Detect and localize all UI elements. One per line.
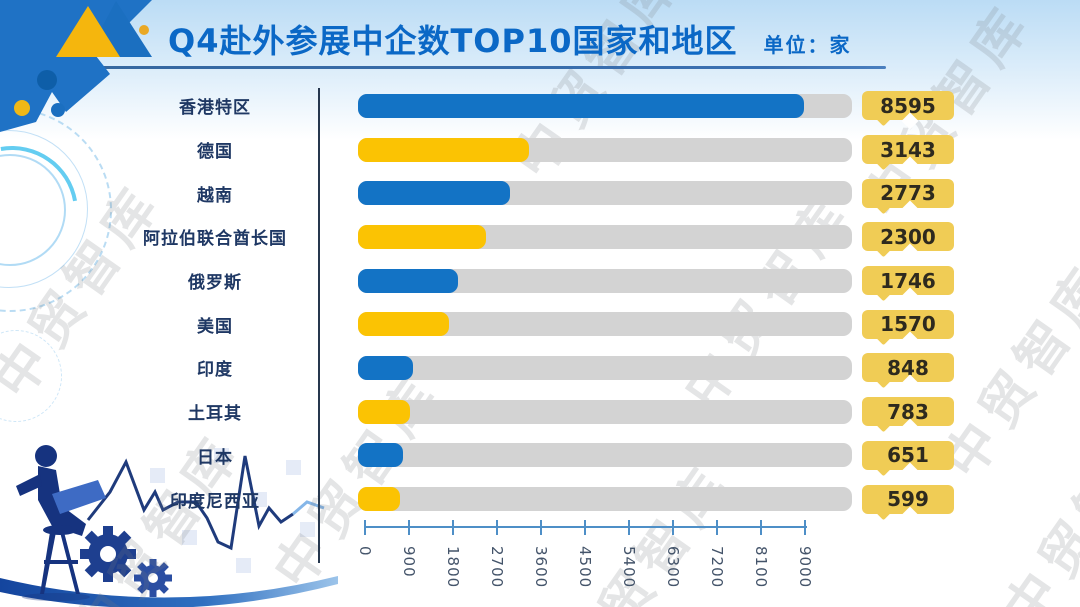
bar bbox=[358, 224, 487, 249]
category-label: 德国 bbox=[197, 142, 233, 163]
x-axis-tick-label: 6300 bbox=[664, 546, 682, 589]
bar-track bbox=[358, 355, 852, 380]
logo-yellow-triangle-icon bbox=[56, 6, 120, 57]
x-axis-tick-label: 900 bbox=[400, 546, 418, 578]
hud-circle-decoration bbox=[0, 330, 62, 422]
category-label: 香港特区 bbox=[179, 98, 251, 119]
chart-row: 土耳其 783 bbox=[100, 390, 980, 436]
x-axis-tick bbox=[452, 520, 454, 535]
chart-row: 越南 2773 bbox=[100, 171, 980, 218]
corner-logo-decoration bbox=[0, 0, 152, 132]
x-axis-tick-label: 9000 bbox=[796, 546, 814, 589]
x-axis-tick-label: 3600 bbox=[532, 546, 550, 589]
yellow-dot-icon bbox=[139, 25, 149, 35]
bar-track bbox=[358, 224, 852, 249]
chart-row: 香港特区 8595 bbox=[100, 84, 980, 130]
value-callout: 8595 bbox=[862, 91, 954, 130]
category-label: 印度 bbox=[197, 360, 233, 381]
chart-row: 日本 651 bbox=[100, 434, 980, 480]
header: Q4赴外参展中企数TOP10国家和地区 单位：家 bbox=[168, 16, 852, 62]
value-callout: 2300 bbox=[862, 222, 954, 261]
value-callout: 3143 bbox=[862, 135, 954, 174]
value-callout: 651 bbox=[862, 440, 954, 480]
pulse-line-icon bbox=[86, 455, 294, 551]
yellow-dot-icon bbox=[14, 100, 30, 116]
x-axis-tick-label: 4500 bbox=[576, 546, 594, 589]
chart-row: 德国 3143 bbox=[100, 128, 980, 174]
value-callout: 1570 bbox=[862, 309, 954, 349]
bar-track bbox=[358, 268, 852, 293]
bar-track bbox=[358, 181, 852, 206]
category-label: 日本 bbox=[197, 447, 233, 468]
x-axis-tick-label: 7200 bbox=[708, 546, 726, 589]
swoosh-decoration bbox=[0, 576, 338, 607]
bar bbox=[358, 487, 401, 512]
blue-drop-icon bbox=[37, 70, 57, 90]
bar-track bbox=[358, 93, 852, 118]
x-axis-tick-label: 2700 bbox=[488, 546, 506, 589]
category-label: 美国 bbox=[197, 316, 233, 337]
hud-circle-decoration bbox=[0, 130, 88, 288]
x-axis-tick-label: 8100 bbox=[752, 546, 770, 589]
value-callout: 1746 bbox=[862, 266, 954, 305]
category-label: 阿拉伯联合酋长国 bbox=[143, 229, 287, 250]
bar-track bbox=[358, 399, 852, 424]
bar bbox=[358, 399, 410, 424]
bar bbox=[358, 268, 459, 293]
category-axis-line bbox=[318, 88, 320, 563]
bar-chart: 香港特区 8595 德国 3143 越南 2773 阿拉伯联合酋长国 2300 俄罗斯 1746 美… bbox=[100, 84, 980, 524]
hud-circle-decoration bbox=[0, 154, 66, 266]
category-label: 俄罗斯 bbox=[188, 273, 242, 294]
value-callout: 599 bbox=[862, 484, 954, 524]
chart-row: 阿拉伯联合酋长国 2300 bbox=[100, 215, 980, 261]
x-axis-tick-label: 0 bbox=[356, 546, 374, 557]
bar bbox=[358, 312, 450, 337]
x-axis-tick bbox=[408, 520, 410, 535]
analyst-illustration bbox=[0, 445, 338, 607]
bar-track bbox=[358, 137, 852, 162]
x-axis-tick bbox=[364, 520, 366, 535]
x-axis-tick bbox=[716, 520, 718, 535]
x-axis-tick-label: 5400 bbox=[620, 546, 638, 589]
x-axis-tick bbox=[672, 520, 674, 535]
grid-squares-decoration bbox=[150, 448, 315, 573]
category-label: 印度尼西亚 bbox=[170, 491, 260, 512]
blue-dot-icon bbox=[51, 103, 65, 117]
bar bbox=[358, 137, 529, 162]
x-axis-line bbox=[365, 526, 807, 528]
gear-icon bbox=[134, 559, 172, 597]
value-callout: 2773 bbox=[862, 178, 954, 218]
unit-label: 单位：家 bbox=[763, 33, 852, 57]
chart-row: 美国 1570 bbox=[100, 302, 980, 349]
bar bbox=[358, 355, 413, 380]
x-axis-tick bbox=[584, 520, 586, 535]
bar bbox=[358, 443, 403, 468]
title-underline bbox=[68, 66, 886, 69]
bar-track bbox=[358, 312, 852, 337]
bar-track bbox=[358, 487, 852, 512]
bar bbox=[358, 181, 511, 206]
bar bbox=[358, 93, 805, 118]
chart-row: 俄罗斯 1746 bbox=[100, 259, 980, 305]
x-axis-tick-label: 1800 bbox=[444, 546, 462, 589]
page-title: Q4赴外参展中企数TOP10国家和地区 bbox=[168, 22, 738, 60]
category-label: 土耳其 bbox=[188, 404, 242, 425]
gear-icon bbox=[80, 526, 136, 582]
chart-row: 印度尼西亚 599 bbox=[100, 477, 980, 524]
person-silhouette-icon bbox=[16, 445, 106, 601]
x-axis-tick bbox=[804, 520, 806, 535]
x-axis-tick bbox=[628, 520, 630, 535]
chart-row: 印度 848 bbox=[100, 346, 980, 392]
value-callout: 783 bbox=[862, 397, 954, 436]
watermark-text: 中贸智库 bbox=[992, 401, 1080, 607]
value-callout: 848 bbox=[862, 353, 954, 392]
x-axis-tick bbox=[540, 520, 542, 535]
category-label: 越南 bbox=[197, 185, 233, 206]
x-axis-tick bbox=[496, 520, 498, 535]
x-axis-tick bbox=[760, 520, 762, 535]
bar-track bbox=[358, 443, 852, 468]
